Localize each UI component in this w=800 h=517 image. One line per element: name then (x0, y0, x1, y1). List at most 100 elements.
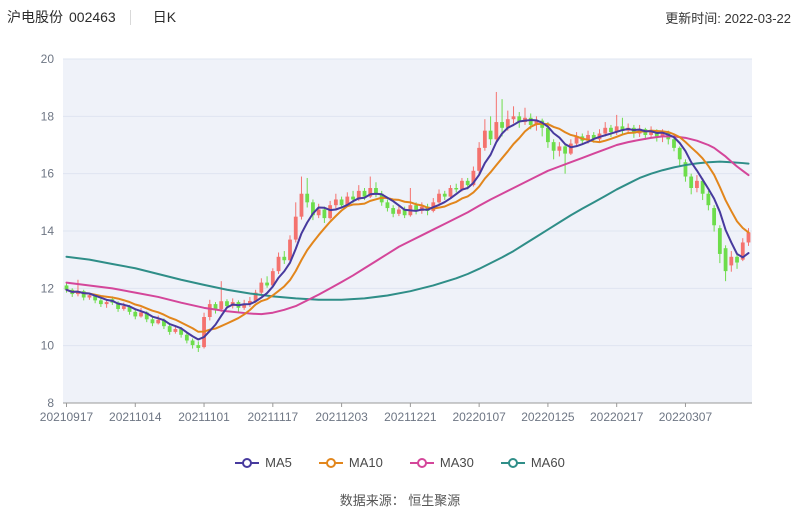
candle-body (494, 122, 499, 140)
candle-body (270, 271, 275, 286)
candle-body (242, 303, 247, 308)
candle-body (534, 120, 539, 125)
y-tick-label: 8 (47, 396, 54, 410)
legend-item-ma5[interactable]: MA5 (235, 455, 292, 470)
candle-body (213, 304, 218, 309)
candle-body (500, 122, 504, 128)
x-tick-label: 20211101 (178, 410, 230, 424)
candle-body (505, 119, 510, 128)
candle-body (167, 326, 172, 332)
candle-body (442, 193, 447, 197)
candle-body (568, 143, 573, 154)
candle-body (104, 302, 109, 305)
candle-body (305, 193, 310, 203)
candle-body (98, 300, 103, 305)
candle-body (672, 139, 676, 148)
candle-body (712, 208, 717, 226)
candle-body (471, 170, 476, 186)
period-tab-daily-k[interactable]: 日K (152, 9, 177, 25)
candle-body (482, 130, 487, 148)
candle-body (677, 147, 682, 160)
candle-body (311, 202, 315, 216)
candle-body (649, 130, 653, 135)
candle-body (563, 146, 568, 154)
candle-body (603, 127, 608, 134)
candle-body (729, 256, 734, 266)
legend-item-ma60[interactable]: MA60 (500, 455, 565, 470)
x-tick-label: 20210917 (40, 410, 94, 424)
candle-body (660, 132, 665, 137)
candle-body (385, 202, 390, 209)
x-tick-label: 20211221 (384, 410, 437, 424)
candle-body (511, 116, 516, 120)
candle-body (144, 312, 149, 320)
candle-body (683, 162, 688, 177)
candle-body (93, 295, 98, 301)
candle-body (551, 142, 556, 151)
candle-body (746, 232, 751, 243)
candle-body (454, 188, 459, 190)
x-tick-label: 20211014 (109, 410, 162, 424)
candle-body (706, 193, 711, 206)
candle-body (339, 199, 344, 206)
x-tick-label: 20220307 (659, 410, 713, 424)
candle-body (133, 311, 138, 317)
legend-label-ma10: MA10 (348, 455, 383, 470)
candle-body (546, 127, 550, 143)
ma-line-ma10 (65, 122, 750, 333)
candlestick-chart[interactable]: 8 10 12 14 16 18 20 20210917 20211014 20211101 202… (0, 0, 800, 445)
candle-body (368, 188, 373, 197)
candle-body (345, 196, 350, 206)
candle-body (162, 319, 166, 327)
candle-body (460, 180, 464, 190)
ma30-marker-icon (409, 457, 434, 469)
candle-body (265, 282, 269, 286)
candle-body (723, 248, 728, 272)
legend-label-ma60: MA60 (530, 455, 565, 470)
y-tick-label: 18 (41, 109, 55, 123)
candle-body (121, 306, 126, 309)
candle-body (362, 190, 367, 197)
candle-body (488, 130, 493, 140)
x-tick-label: 20220125 (521, 410, 575, 424)
candle-body (156, 319, 161, 324)
candle-body (557, 146, 562, 151)
candle-body (374, 188, 378, 194)
candle-body (448, 188, 453, 197)
candle-body (328, 205, 333, 219)
candle-body (139, 312, 143, 317)
ma-line-ma60 (65, 160, 750, 301)
chart-legend: MA5 MA10 MA30 MA60 (0, 455, 800, 470)
y-tick-label: 20 (41, 52, 55, 66)
candle-body (253, 292, 258, 301)
stock-title: 沪电股份 002463 (7, 7, 116, 27)
candle-body (465, 180, 470, 186)
candle-body (190, 340, 195, 346)
candle-body (620, 126, 625, 131)
candle-body (528, 117, 533, 125)
candle-body (586, 134, 590, 141)
candle-body (64, 285, 69, 290)
header-divider (129, 9, 131, 25)
candle-body (207, 304, 212, 317)
candle-body (87, 295, 92, 298)
candle-body (414, 205, 418, 211)
candle-body (356, 190, 361, 200)
candle-body (351, 196, 355, 200)
candle-body (127, 306, 132, 312)
candle-body (717, 228, 722, 254)
update-time: 更新时间: 2022-03-22 (665, 11, 791, 26)
candle-body (276, 256, 281, 272)
candle-body (391, 208, 396, 214)
ma-line-ma30 (65, 135, 750, 316)
candle-body (116, 302, 120, 309)
candle-body (219, 301, 224, 309)
legend-item-ma10[interactable]: MA10 (318, 455, 383, 470)
y-tick-label: 16 (41, 167, 55, 181)
legend-item-ma30[interactable]: MA30 (409, 455, 474, 470)
candle-body (293, 216, 298, 240)
candle-body (322, 209, 327, 219)
candle-body (299, 193, 304, 217)
candle-body (259, 282, 264, 293)
candle-body (695, 180, 699, 188)
